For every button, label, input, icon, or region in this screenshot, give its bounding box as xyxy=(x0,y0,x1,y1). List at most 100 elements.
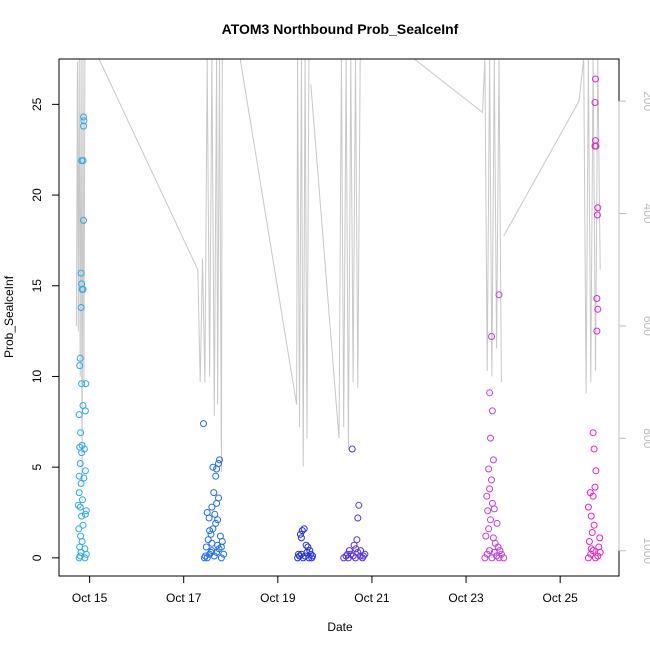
data-point xyxy=(297,534,305,542)
data-point xyxy=(202,543,210,551)
data-point xyxy=(591,483,599,491)
data-point xyxy=(76,503,84,511)
data-point xyxy=(80,445,88,453)
data-point xyxy=(486,485,494,493)
data-point xyxy=(592,467,600,475)
data-point xyxy=(214,516,222,524)
data-point xyxy=(586,489,594,497)
x-tick-label: Oct 15 xyxy=(72,591,108,605)
data-point xyxy=(485,525,493,533)
data-point xyxy=(75,472,83,480)
data-point xyxy=(483,492,491,500)
data-point xyxy=(75,525,83,533)
data-point xyxy=(200,554,208,562)
data-point xyxy=(587,512,595,520)
data-point xyxy=(75,411,83,419)
y-tick-label: 5 xyxy=(30,464,44,471)
data-point xyxy=(76,460,84,467)
data-point xyxy=(78,280,86,288)
data-point xyxy=(298,527,306,535)
data-point xyxy=(217,554,225,562)
data-point xyxy=(81,467,89,475)
data-point xyxy=(295,550,302,558)
data-point xyxy=(486,547,494,555)
data-point xyxy=(213,499,221,507)
data-point xyxy=(487,434,494,442)
data-point xyxy=(208,503,216,511)
data-point xyxy=(206,527,214,535)
data-point xyxy=(80,216,87,224)
x-tick-label: Oct 19 xyxy=(260,591,296,605)
data-point xyxy=(489,534,497,542)
data-point xyxy=(80,117,88,125)
secondary-tick-label: 800 xyxy=(641,428,650,448)
data-point xyxy=(216,456,223,464)
data-point xyxy=(481,554,489,562)
secondary-tick-label: 400 xyxy=(641,204,650,224)
data-point xyxy=(76,552,84,560)
data-point xyxy=(75,489,83,497)
y-axis-label: Prob_SealceInf xyxy=(2,275,16,358)
data-point xyxy=(484,507,492,515)
chart-title: ATOM3 Northbound Prob_SealceInf xyxy=(222,21,459,37)
data-point xyxy=(209,525,217,533)
data-point xyxy=(82,507,90,515)
data-point xyxy=(488,407,496,415)
data-point xyxy=(77,269,85,277)
data-point xyxy=(200,420,207,428)
data-point xyxy=(500,554,508,562)
x-tick-label: Oct 21 xyxy=(354,591,390,605)
data-point xyxy=(594,204,602,212)
data-point xyxy=(76,354,84,362)
x-axis-label: Date xyxy=(327,620,353,634)
data-point xyxy=(348,445,356,453)
data-point xyxy=(77,480,85,487)
data-point xyxy=(76,362,84,370)
depth-trace-segment-3 xyxy=(239,58,310,467)
data-point xyxy=(485,465,493,473)
data-point xyxy=(80,113,87,121)
y-tick-label: 20 xyxy=(30,188,44,202)
depth-trace-segment-6 xyxy=(503,58,601,394)
data-point xyxy=(78,512,86,520)
data-point xyxy=(203,554,211,562)
data-point xyxy=(592,75,599,83)
data-point xyxy=(494,543,502,551)
data-point xyxy=(204,536,212,544)
data-point xyxy=(360,552,367,560)
data-point xyxy=(212,472,220,480)
data-point xyxy=(584,554,592,562)
data-point xyxy=(300,525,308,533)
secondary-tick-label: 1000 xyxy=(641,537,650,564)
data-point xyxy=(493,519,501,527)
y-tick-label: 10 xyxy=(30,369,44,383)
data-point xyxy=(587,550,595,558)
data-point xyxy=(589,547,597,555)
data-point xyxy=(584,503,592,511)
depth-trace-segment-4 xyxy=(310,58,361,450)
data-point xyxy=(304,543,312,551)
data-point xyxy=(587,545,595,553)
data-point xyxy=(344,554,352,562)
data-point xyxy=(77,429,85,437)
x-axis: Oct 15 Oct 17 Oct 19 Oct 21 Oct 23 Oct 25 xyxy=(72,575,578,605)
data-point xyxy=(79,496,86,504)
data-point xyxy=(78,441,86,449)
data-point xyxy=(74,501,82,509)
data-point xyxy=(345,547,353,555)
data-point xyxy=(357,547,365,555)
data-point xyxy=(78,380,86,388)
data-point xyxy=(82,380,90,388)
data-point xyxy=(207,548,215,556)
data-point xyxy=(218,538,226,545)
data-point xyxy=(305,554,313,562)
data-point xyxy=(592,554,599,562)
data-point xyxy=(206,550,214,558)
y-tick-label: 0 xyxy=(30,554,44,561)
data-point xyxy=(590,445,598,453)
plot-frame xyxy=(58,58,620,577)
data-point xyxy=(211,510,219,518)
depth-trace-segment-5 xyxy=(413,58,502,383)
data-point xyxy=(213,465,221,473)
